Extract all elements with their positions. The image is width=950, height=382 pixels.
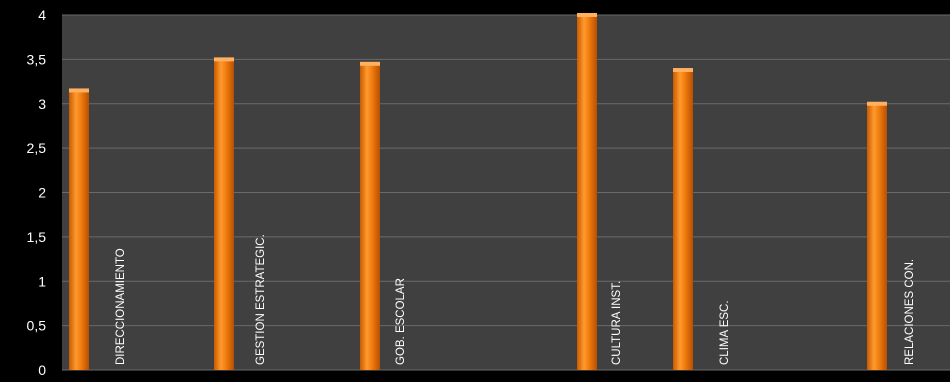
- bar-cap: [867, 101, 887, 106]
- category-label: GESTION ESTRATEGIC.: [255, 234, 267, 365]
- bar: [577, 15, 597, 370]
- bar-cap: [214, 57, 234, 62]
- y-tick-label: 4: [38, 7, 46, 23]
- y-axis: 0 0,5 1 1,5 2 2,5 3 3,5 4: [27, 7, 47, 378]
- y-tick-label: 3: [38, 96, 46, 112]
- bar: [69, 90, 89, 370]
- bar: [214, 59, 234, 370]
- category-label: GOB. ESCOLAR: [395, 278, 407, 365]
- grid-lines: [62, 14, 950, 371]
- bar-cap: [69, 88, 89, 93]
- bar-cap: [360, 61, 380, 66]
- y-tick-label: 1: [38, 273, 46, 289]
- y-tick-label: 1,5: [27, 229, 47, 245]
- category-label: CULTURA INST.: [611, 281, 623, 365]
- category-label: RELACIONES CON.: [904, 259, 916, 365]
- bars: [69, 13, 887, 371]
- bar: [673, 70, 693, 371]
- bar-cap: [577, 13, 597, 17]
- y-tick-label: 0,5: [27, 318, 47, 334]
- category-label: DIRECCIONAMIENTO: [115, 248, 127, 365]
- bar-cap: [673, 68, 693, 73]
- category-label: CLIMA ESC.: [719, 300, 731, 365]
- bar: [360, 63, 380, 370]
- y-tick-label: 3,5: [27, 51, 47, 67]
- y-tick-label: 2,5: [27, 140, 47, 156]
- y-tick-label: 2: [38, 185, 46, 201]
- category-labels: DIRECCIONAMIENTO GESTION ESTRATEGIC. GOB. …: [115, 234, 916, 365]
- y-tick-label: 0: [38, 362, 46, 378]
- bar: [867, 103, 887, 370]
